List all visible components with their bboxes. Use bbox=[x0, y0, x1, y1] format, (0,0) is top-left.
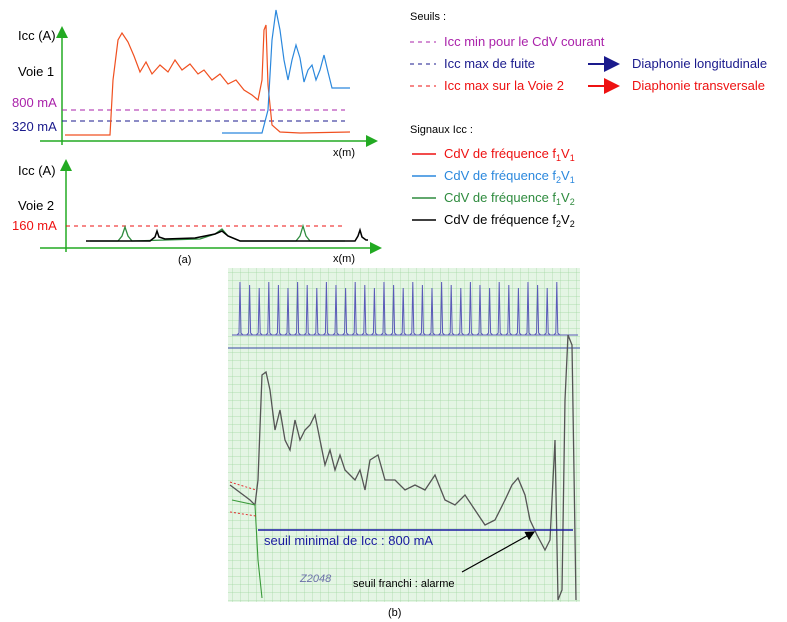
pulse bbox=[275, 284, 282, 336]
legend-title: Seuils : bbox=[410, 11, 446, 23]
lane-label: Voie 2 bbox=[18, 198, 54, 213]
subscript: 2 bbox=[556, 175, 561, 185]
signal-curve bbox=[90, 223, 345, 242]
threshold-mark bbox=[229, 511, 257, 517]
legend-label: CdV de fréquence f1V2 bbox=[444, 190, 575, 207]
pulse bbox=[505, 284, 513, 336]
pulse bbox=[332, 284, 340, 336]
y-axis-label: Icc (A) bbox=[18, 28, 56, 43]
pulse bbox=[399, 287, 407, 336]
label-text: V bbox=[561, 168, 570, 183]
level-label: 160 mA bbox=[12, 218, 57, 233]
pulse bbox=[351, 281, 359, 336]
subscript: 2 bbox=[570, 197, 575, 207]
legend-title: Signaux Icc : bbox=[410, 124, 473, 136]
legend-label: CdV de fréquence f2V2 bbox=[444, 212, 575, 229]
legend-label: Icc max sur la Voie 2 bbox=[444, 78, 564, 93]
pulse bbox=[246, 284, 253, 336]
level-label: 320 mA bbox=[12, 119, 57, 134]
legend-label: Icc min pour le CdV courant bbox=[444, 34, 605, 49]
pulse bbox=[495, 281, 503, 336]
alarm-label: seuil franchi : alarme bbox=[353, 578, 455, 590]
voie2-plot: Icc (A) Voie 2 160 mA x(m) (a) bbox=[12, 159, 382, 266]
pulse bbox=[534, 284, 541, 336]
pulse bbox=[380, 281, 388, 336]
pulse bbox=[438, 281, 445, 336]
alarm-arrow bbox=[461, 531, 536, 573]
oscillogram: seuil minimal de Icc : 800 mA seuil fran… bbox=[228, 268, 580, 619]
label-text: CdV de fréquence f bbox=[444, 190, 556, 205]
label-text: CdV de fréquence f bbox=[444, 146, 556, 161]
pulse bbox=[515, 287, 522, 336]
pulse bbox=[323, 281, 330, 336]
signal-curve bbox=[65, 24, 351, 136]
pulse bbox=[524, 281, 532, 336]
stamp: Z2048 bbox=[299, 573, 332, 585]
caption: (b) bbox=[388, 607, 401, 619]
trace bbox=[231, 499, 263, 599]
trace bbox=[229, 334, 577, 601]
legend-label: Diaphonie longitudinale bbox=[632, 56, 767, 71]
threshold-mark bbox=[229, 481, 257, 491]
label-text: V bbox=[561, 190, 570, 205]
pulse bbox=[419, 284, 426, 336]
subscript: 2 bbox=[556, 219, 561, 229]
pulse bbox=[476, 284, 484, 336]
label-text: V bbox=[561, 212, 570, 227]
caption: (a) bbox=[178, 254, 191, 266]
signal-curve bbox=[222, 9, 350, 134]
x-axis-label: x(m) bbox=[333, 147, 355, 159]
subscript: 1 bbox=[570, 175, 575, 185]
pulse bbox=[447, 284, 455, 336]
subscript: 1 bbox=[556, 197, 561, 207]
x-axis-label: x(m) bbox=[333, 253, 355, 265]
legend-label: CdV de fréquence f2V1 bbox=[444, 168, 575, 185]
subscript: 1 bbox=[570, 153, 575, 163]
legend-label: CdV de fréquence f1V1 bbox=[444, 146, 575, 163]
pulse bbox=[294, 281, 301, 336]
pulse bbox=[467, 281, 474, 336]
pulse bbox=[236, 281, 244, 336]
pulse bbox=[342, 287, 349, 336]
pulse bbox=[457, 287, 465, 336]
pulse bbox=[409, 281, 417, 336]
pulse bbox=[486, 287, 493, 336]
subscript: 2 bbox=[570, 219, 575, 229]
legend-label: Diaphonie transversale bbox=[632, 78, 765, 93]
pulse bbox=[390, 284, 397, 336]
voie1-plot: Icc (A) Voie 1 800 mA 320 mA x(m) bbox=[12, 9, 378, 159]
label-text: CdV de fréquence f bbox=[444, 212, 556, 227]
legend-label: Icc max de fuite bbox=[444, 56, 535, 71]
subscript: 1 bbox=[556, 153, 561, 163]
level-label: 800 mA bbox=[12, 95, 57, 110]
pulse bbox=[313, 287, 321, 336]
pulse-train bbox=[232, 281, 578, 336]
threshold-label: seuil minimal de Icc : 800 mA bbox=[264, 533, 433, 548]
pulse bbox=[265, 281, 273, 336]
pulse bbox=[543, 287, 551, 336]
pulse bbox=[303, 284, 311, 336]
legend: Seuils : Icc min pour le CdV courant Icc… bbox=[410, 11, 767, 229]
label-text: CdV de fréquence f bbox=[444, 168, 556, 183]
pulse bbox=[284, 287, 292, 336]
pulse bbox=[371, 287, 378, 336]
pulse bbox=[255, 287, 263, 336]
label-text: V bbox=[561, 146, 570, 161]
pulse bbox=[361, 284, 369, 336]
signal-curve bbox=[86, 227, 368, 242]
lane-label: Voie 1 bbox=[18, 64, 54, 79]
pulse bbox=[428, 287, 436, 336]
y-axis-label: Icc (A) bbox=[18, 163, 56, 178]
pulse bbox=[553, 281, 561, 336]
